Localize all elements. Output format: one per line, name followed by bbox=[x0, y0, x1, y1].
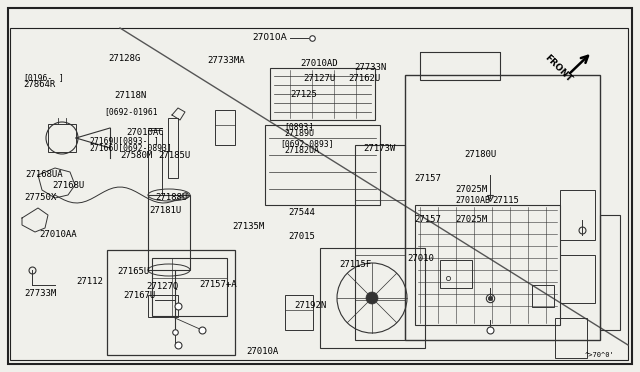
Text: [0196-: [0196- bbox=[24, 73, 53, 82]
Bar bbox=[148, 130, 162, 195]
Text: ]: ] bbox=[59, 73, 64, 82]
Bar bbox=[555, 318, 587, 358]
Text: 27115F: 27115F bbox=[339, 260, 371, 269]
Text: 27118N: 27118N bbox=[114, 92, 146, 100]
Text: 27168U: 27168U bbox=[52, 181, 84, 190]
Bar bbox=[415, 205, 560, 325]
Bar bbox=[560, 255, 595, 303]
Text: 27544: 27544 bbox=[288, 208, 315, 217]
Text: 27112: 27112 bbox=[77, 278, 104, 286]
Bar bbox=[270, 68, 375, 120]
Text: 27157: 27157 bbox=[415, 215, 442, 224]
Text: 27010AA: 27010AA bbox=[40, 230, 77, 239]
Text: ]: ] bbox=[308, 122, 314, 131]
Text: ^>70^0': ^>70^0' bbox=[585, 352, 615, 358]
Text: 27167U: 27167U bbox=[124, 291, 156, 300]
Text: 27010AB: 27010AB bbox=[456, 196, 491, 205]
Text: 27135M: 27135M bbox=[232, 222, 264, 231]
Text: 27188U: 27188U bbox=[156, 193, 188, 202]
Bar bbox=[265, 125, 380, 205]
Text: 27169U[0893-: 27169U[0893- bbox=[90, 136, 148, 145]
Text: ]: ] bbox=[154, 136, 159, 145]
Text: 27165U: 27165U bbox=[117, 267, 149, 276]
Bar bbox=[440, 260, 472, 288]
Text: 27733MA: 27733MA bbox=[207, 56, 245, 65]
Text: 27010: 27010 bbox=[407, 254, 434, 263]
Text: 27182UA: 27182UA bbox=[284, 146, 319, 155]
Text: 27162U: 27162U bbox=[349, 74, 381, 83]
Bar bbox=[285, 295, 313, 330]
Bar bbox=[10, 28, 628, 360]
Text: 27189U: 27189U bbox=[284, 129, 314, 138]
Bar bbox=[152, 258, 227, 316]
Text: [0692-0893]: [0692-0893] bbox=[280, 139, 334, 148]
Bar bbox=[168, 118, 178, 178]
Text: 27025M: 27025M bbox=[456, 215, 488, 224]
Text: 27128G: 27128G bbox=[109, 54, 141, 63]
Text: 27173W: 27173W bbox=[364, 144, 396, 153]
Text: [0692-01961: [0692-01961 bbox=[104, 107, 158, 116]
Bar bbox=[215, 110, 235, 145]
Text: 27010A: 27010A bbox=[246, 347, 278, 356]
Bar bbox=[107, 250, 235, 355]
Text: 27180U: 27180U bbox=[465, 150, 497, 159]
Bar bbox=[532, 285, 554, 307]
Text: 27181U: 27181U bbox=[149, 206, 181, 215]
Text: 27185U: 27185U bbox=[159, 151, 191, 160]
Text: 27580M: 27580M bbox=[120, 151, 152, 160]
Text: 27125: 27125 bbox=[290, 90, 317, 99]
Bar bbox=[320, 248, 425, 348]
Bar bbox=[148, 195, 190, 270]
Text: 27750X: 27750X bbox=[24, 193, 56, 202]
Text: 27015: 27015 bbox=[288, 232, 315, 241]
Text: 27115: 27115 bbox=[493, 196, 520, 205]
Bar bbox=[600, 215, 620, 330]
Text: [0893-: [0893- bbox=[284, 122, 314, 131]
Bar bbox=[48, 124, 76, 152]
Text: 27127U: 27127U bbox=[303, 74, 335, 83]
Text: 27192N: 27192N bbox=[294, 301, 326, 310]
Text: 27010A: 27010A bbox=[252, 33, 287, 42]
Circle shape bbox=[366, 292, 378, 304]
Text: 27010AD: 27010AD bbox=[301, 59, 339, 68]
Bar bbox=[420, 52, 500, 80]
Text: 27168UA: 27168UA bbox=[26, 170, 63, 179]
Text: 27127Q: 27127Q bbox=[146, 282, 178, 291]
Bar bbox=[405, 75, 600, 340]
Text: 27157+A: 27157+A bbox=[200, 280, 237, 289]
Text: 27025M: 27025M bbox=[456, 185, 488, 194]
Text: FRONT: FRONT bbox=[543, 52, 573, 83]
Bar bbox=[560, 190, 595, 240]
Bar bbox=[148, 295, 178, 317]
Text: 27010AC: 27010AC bbox=[127, 128, 164, 137]
Text: 27157: 27157 bbox=[415, 174, 442, 183]
Bar bbox=[355, 145, 405, 340]
Text: 27733N: 27733N bbox=[354, 63, 386, 72]
Text: 27864R: 27864R bbox=[24, 80, 56, 89]
Text: 27166U[0692-0893]: 27166U[0692-0893] bbox=[90, 144, 172, 153]
Text: 27733M: 27733M bbox=[24, 289, 56, 298]
